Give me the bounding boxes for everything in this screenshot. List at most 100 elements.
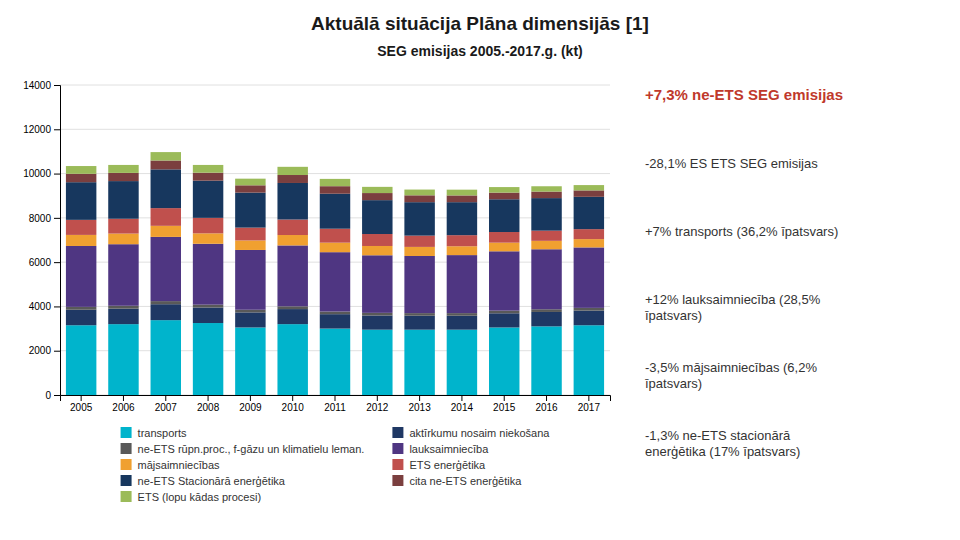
bar [489,232,519,243]
bar [447,255,477,313]
legend-label: ETS enerģētika [409,459,486,471]
bar [362,246,392,255]
tick: 2009 [239,395,262,413]
bar [447,330,477,395]
bar [489,311,519,314]
bar [108,324,138,395]
chart: Aktuālā situācija Plāna dimensijās [1]SE… [0,0,960,540]
tick-label: 0 [45,390,51,401]
legend-item: cita ne-ETS enerģētika [392,475,522,487]
subtitle: SEG emisijas 2005.-2017.g. (kt) [377,43,582,59]
tick-label: 2008 [197,402,220,413]
tick: 8000 [29,213,60,224]
bar [66,307,96,310]
tick-label: 14000 [23,80,51,91]
legend-swatch [392,475,403,486]
bar [362,193,392,200]
tick: 2005 [70,395,93,413]
bar [574,325,604,395]
bar [531,309,561,312]
bar [531,326,561,395]
bar [447,316,477,330]
bar [320,252,350,311]
legend-label: ne-ETS rūpn.proc., f-gāzu un klimatielu … [138,443,365,455]
bar [66,325,96,395]
bar [108,234,138,245]
bar [574,185,604,190]
legend-item: ETS (lopu kādas procesi) [121,491,262,503]
bar [320,329,350,395]
grid-line [60,129,610,130]
tick-mark [419,395,420,401]
bar [574,190,604,196]
bar [362,187,392,193]
legend-item: ETS enerģētika [392,459,486,471]
bar [108,306,138,309]
bar [404,236,434,247]
tick: 6000 [29,257,60,268]
legend-item: ne-ETS rūpn.proc., f-gāzu un klimatielu … [121,443,365,455]
tick: 12000 [23,124,60,135]
bar [277,306,307,309]
bar [320,186,350,194]
bar [574,308,604,311]
bar [277,245,307,306]
tick-label: 2013 [408,402,431,413]
tick-mark [165,395,166,401]
bar [574,247,604,307]
tick-label: 2016 [535,402,558,413]
bar [404,330,434,395]
bar [151,161,181,170]
bar [277,183,307,220]
series [66,237,604,313]
tick-label: 2010 [282,402,305,413]
axis-line [54,86,61,396]
legend-item: lauksaimniecība [392,443,489,455]
bar [151,304,181,320]
bar [447,246,477,255]
tick-mark [54,262,60,263]
bar [362,255,392,313]
bar [277,309,307,324]
tick-label: 2011 [324,402,346,413]
bar [277,175,307,183]
bar [404,195,434,202]
bar [108,219,138,234]
annotations: +7,3% ne-ETS SEG emisijas-28,1% ES ETS S… [645,86,843,459]
legend: transportsaktīrkumu nosaim niekošanane-E… [121,427,551,503]
tick-mark [292,395,293,401]
annotation-line: +7,3% ne-ETS SEG emisijas [645,86,843,103]
axis-line [61,396,611,402]
series [66,161,604,203]
y-axis: 02000400060008000100001200014000 [23,80,60,401]
bar [320,312,350,315]
tick: 0 [45,390,60,401]
bars [66,152,604,395]
tick: 4000 [29,301,60,312]
tick-label: 6000 [29,257,52,268]
tick-label: 2007 [155,402,178,413]
tick-mark [504,395,505,401]
tick-label: 2009 [239,402,262,413]
bar [235,228,265,241]
legend-label: cita ne-ETS enerģētika [409,475,522,487]
tick: 2014 [451,395,474,413]
annotation-line: enerģētika (17% īpatsvars) [645,444,800,459]
bar [531,312,561,326]
bar [489,199,519,232]
bar [531,231,561,241]
tick-mark [588,395,589,401]
bar [235,179,265,186]
bar [574,311,604,326]
legend-item: aktīrkumu nosaim niekošana [392,427,550,439]
bar [277,167,307,175]
bar [320,179,350,186]
bar [447,195,477,202]
bar [362,330,392,395]
legend-item: mājsaimniecības [121,459,220,471]
bar [235,250,265,310]
bar [574,229,604,239]
tick: 2013 [408,395,431,413]
bar [489,327,519,395]
tick: 10000 [23,168,60,179]
